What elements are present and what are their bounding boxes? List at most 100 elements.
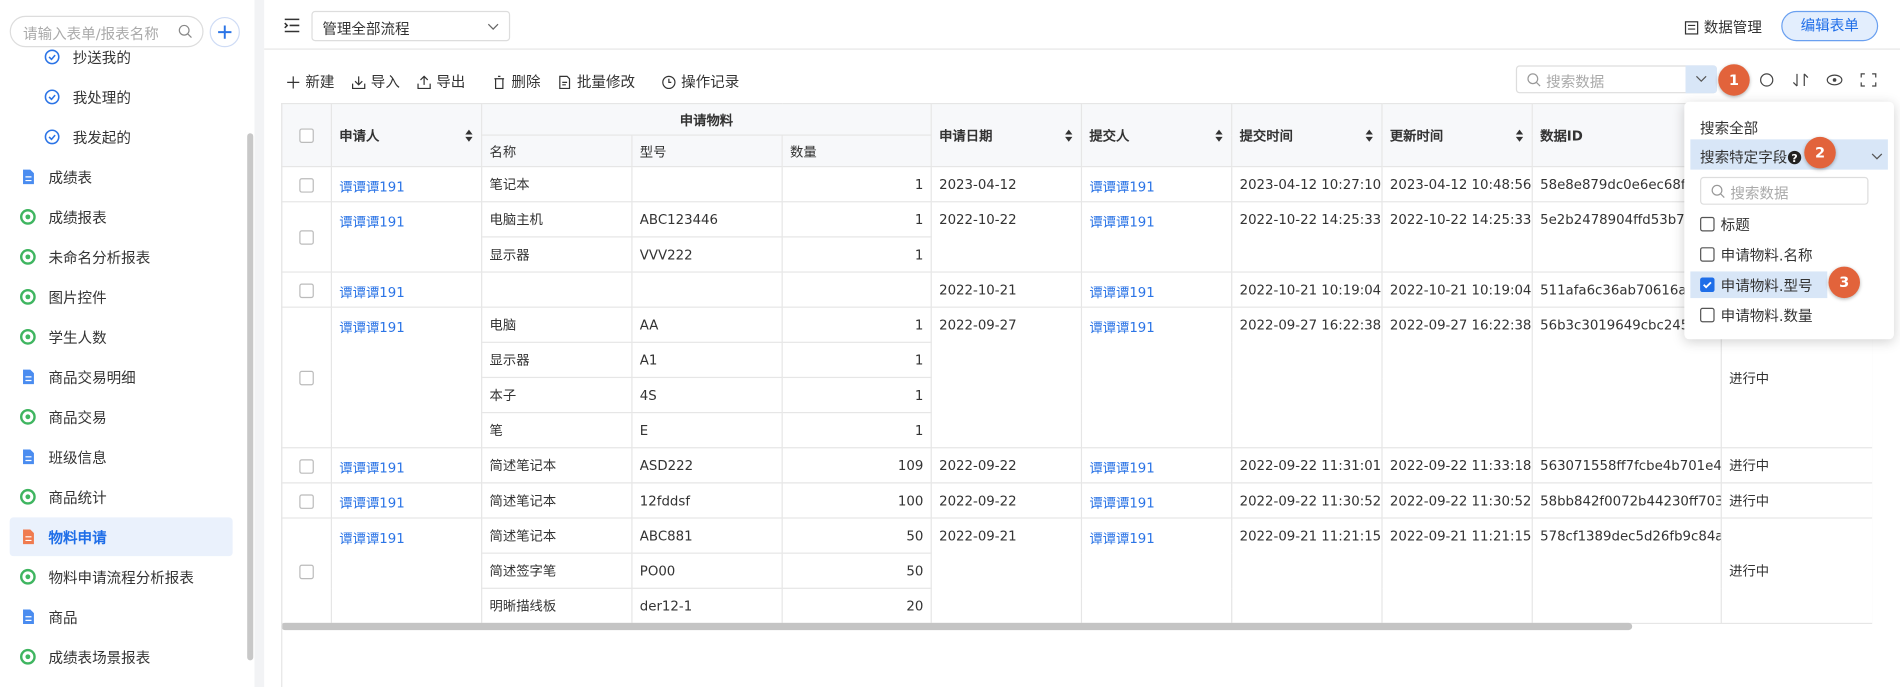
- checkbox[interactable]: [299, 458, 314, 474]
- checkbox[interactable]: [299, 128, 314, 143]
- label: 导出: [436, 73, 466, 91]
- nav-item[interactable]: 未命名分析报表: [10, 237, 233, 276]
- nav-item[interactable]: 我处理的: [10, 78, 233, 117]
- column-header: 型号: [631, 134, 783, 168]
- sidebar-search[interactable]: 请输入表单/报表名称: [9, 15, 204, 48]
- checkbox[interactable]: [299, 177, 314, 193]
- submitter[interactable]: 谭谭谭191: [1080, 482, 1233, 519]
- nav-label: 商品交易: [48, 408, 107, 426]
- field-option[interactable]: 申请物料.数量: [1690, 302, 1872, 329]
- applicant[interactable]: 谭谭谭191: [330, 271, 483, 308]
- applicant[interactable]: 谭谭谭191: [330, 482, 483, 519]
- column-header: 名称: [481, 134, 633, 168]
- item-model: [631, 271, 783, 308]
- nav-item[interactable]: 我发起的: [10, 118, 233, 157]
- nav-item[interactable]: 商品交易: [10, 397, 233, 436]
- search-mode-toggle[interactable]: [1685, 65, 1718, 94]
- applicant[interactable]: 谭谭谭191: [330, 201, 483, 273]
- label: 申请物料.名称: [1720, 246, 1813, 264]
- update-time: 2022-09-22 11:30:52: [1381, 482, 1533, 519]
- nav-icon: [19, 568, 36, 585]
- toolbar-button[interactable]: 新建: [286, 71, 334, 92]
- label: 提交人: [1089, 127, 1130, 144]
- item-model: AA: [631, 306, 783, 343]
- nav-item[interactable]: 商品统计: [10, 477, 233, 516]
- item-model: VVV222: [631, 236, 783, 273]
- nav-icon: [19, 608, 36, 625]
- toolbar-button[interactable]: 导入: [351, 71, 400, 92]
- table-row: 谭谭谭191 电脑 AA 1 2022-09-27 谭谭谭191 2022-09-27 16…: [281, 306, 1873, 449]
- item-name: 显示器: [481, 341, 633, 379]
- toolbar-button[interactable]: 批量修改: [557, 71, 635, 92]
- toolbar-button[interactable]: 导出: [417, 71, 465, 92]
- add-button[interactable]: [209, 16, 240, 48]
- label: 型号: [639, 143, 667, 160]
- item-qty: [781, 271, 932, 308]
- nav-item[interactable]: 图片控件: [10, 277, 233, 316]
- data-manage[interactable]: 数据管理: [1684, 17, 1762, 38]
- status: 进行中: [1720, 482, 1873, 519]
- submitter[interactable]: 谭谭谭191: [1080, 447, 1233, 484]
- nav-item[interactable]: 成绩表场景报表: [10, 637, 233, 676]
- nav-item[interactable]: 商品交易明细: [10, 357, 233, 396]
- item-model: der12-1: [631, 587, 783, 625]
- label: 新建: [305, 73, 335, 91]
- nav-label: 抄送我的: [72, 49, 131, 67]
- nav-item[interactable]: 商品: [10, 597, 233, 636]
- nav-item[interactable]: 成绩报表: [10, 198, 233, 237]
- step-badge: 2: [1804, 136, 1836, 169]
- nav-item[interactable]: 物料申请流程分析报表: [10, 557, 233, 596]
- nav-item[interactable]: 班级信息: [10, 437, 233, 476]
- tool-icons[interactable]: [1757, 70, 1878, 89]
- applicant[interactable]: 谭谭谭191: [330, 166, 483, 203]
- field-search[interactable]: 搜索数据: [1700, 176, 1869, 205]
- toolbar-button[interactable]: 操作记录: [662, 71, 740, 92]
- checkbox[interactable]: [299, 282, 314, 298]
- column-header: 申请物料: [481, 102, 932, 136]
- date: 2022-09-22: [930, 482, 1083, 519]
- applicant[interactable]: 谭谭谭191: [330, 517, 483, 625]
- date: 2022-09-27: [930, 306, 1083, 449]
- nav-icon: [19, 328, 36, 345]
- nav-item[interactable]: 物料申请: [9, 517, 233, 557]
- nav-item[interactable]: 抄送我的: [10, 38, 233, 77]
- icon: [1684, 20, 1699, 34]
- field-option[interactable]: 标题: [1690, 211, 1872, 238]
- update-time: 2022-10-21 10:19:04: [1381, 271, 1533, 308]
- applicant[interactable]: 谭谭谭191: [330, 306, 483, 449]
- submitter[interactable]: 谭谭谭191: [1080, 166, 1233, 203]
- menu-icon[interactable]: [284, 17, 301, 34]
- checkbox[interactable]: [299, 493, 314, 509]
- submitter[interactable]: 谭谭谭191: [1080, 306, 1233, 449]
- nav-label: 商品交易明细: [48, 368, 136, 386]
- checkbox[interactable]: [299, 564, 314, 579]
- option-selected[interactable]: 搜索特定字段?: [1690, 139, 1888, 170]
- applicant[interactable]: 谭谭谭191: [330, 447, 483, 484]
- field-option[interactable]: 申请物料.型号: [1690, 271, 1828, 299]
- label: 导入: [370, 73, 400, 91]
- checkbox[interactable]: [299, 370, 314, 386]
- option[interactable]: 搜索全部: [1700, 119, 1759, 137]
- checkbox-checked: [1700, 277, 1715, 293]
- edit-button[interactable]: 编辑表单: [1781, 10, 1879, 42]
- table-search[interactable]: 搜索数据: [1515, 65, 1718, 94]
- submitter[interactable]: 谭谭谭191: [1080, 201, 1233, 273]
- item-model: 12fddsf: [631, 482, 783, 519]
- nav-label: 图片控件: [48, 288, 107, 306]
- checkbox[interactable]: [299, 230, 314, 245]
- submitter[interactable]: 谭谭谭191: [1080, 517, 1233, 625]
- nav-label: 成绩表场景报表: [48, 648, 151, 666]
- nav-icon: [19, 368, 36, 385]
- icon: [351, 75, 366, 90]
- placeholder: 请输入表单/报表名称: [23, 25, 159, 43]
- toolbar-button[interactable]: 删除: [492, 71, 541, 92]
- nav-item[interactable]: 学生人数: [10, 317, 233, 356]
- label: 操作记录: [681, 73, 740, 91]
- submit-time: 2023-04-12 10:27:10: [1231, 166, 1383, 203]
- field-option[interactable]: 申请物料.名称: [1690, 241, 1872, 268]
- nav-item[interactable]: 成绩表: [10, 158, 233, 197]
- submitter[interactable]: 谭谭谭191: [1080, 271, 1233, 308]
- column-header: 更新时间: [1381, 102, 1533, 168]
- flow-select[interactable]: 管理全部流程: [311, 10, 511, 42]
